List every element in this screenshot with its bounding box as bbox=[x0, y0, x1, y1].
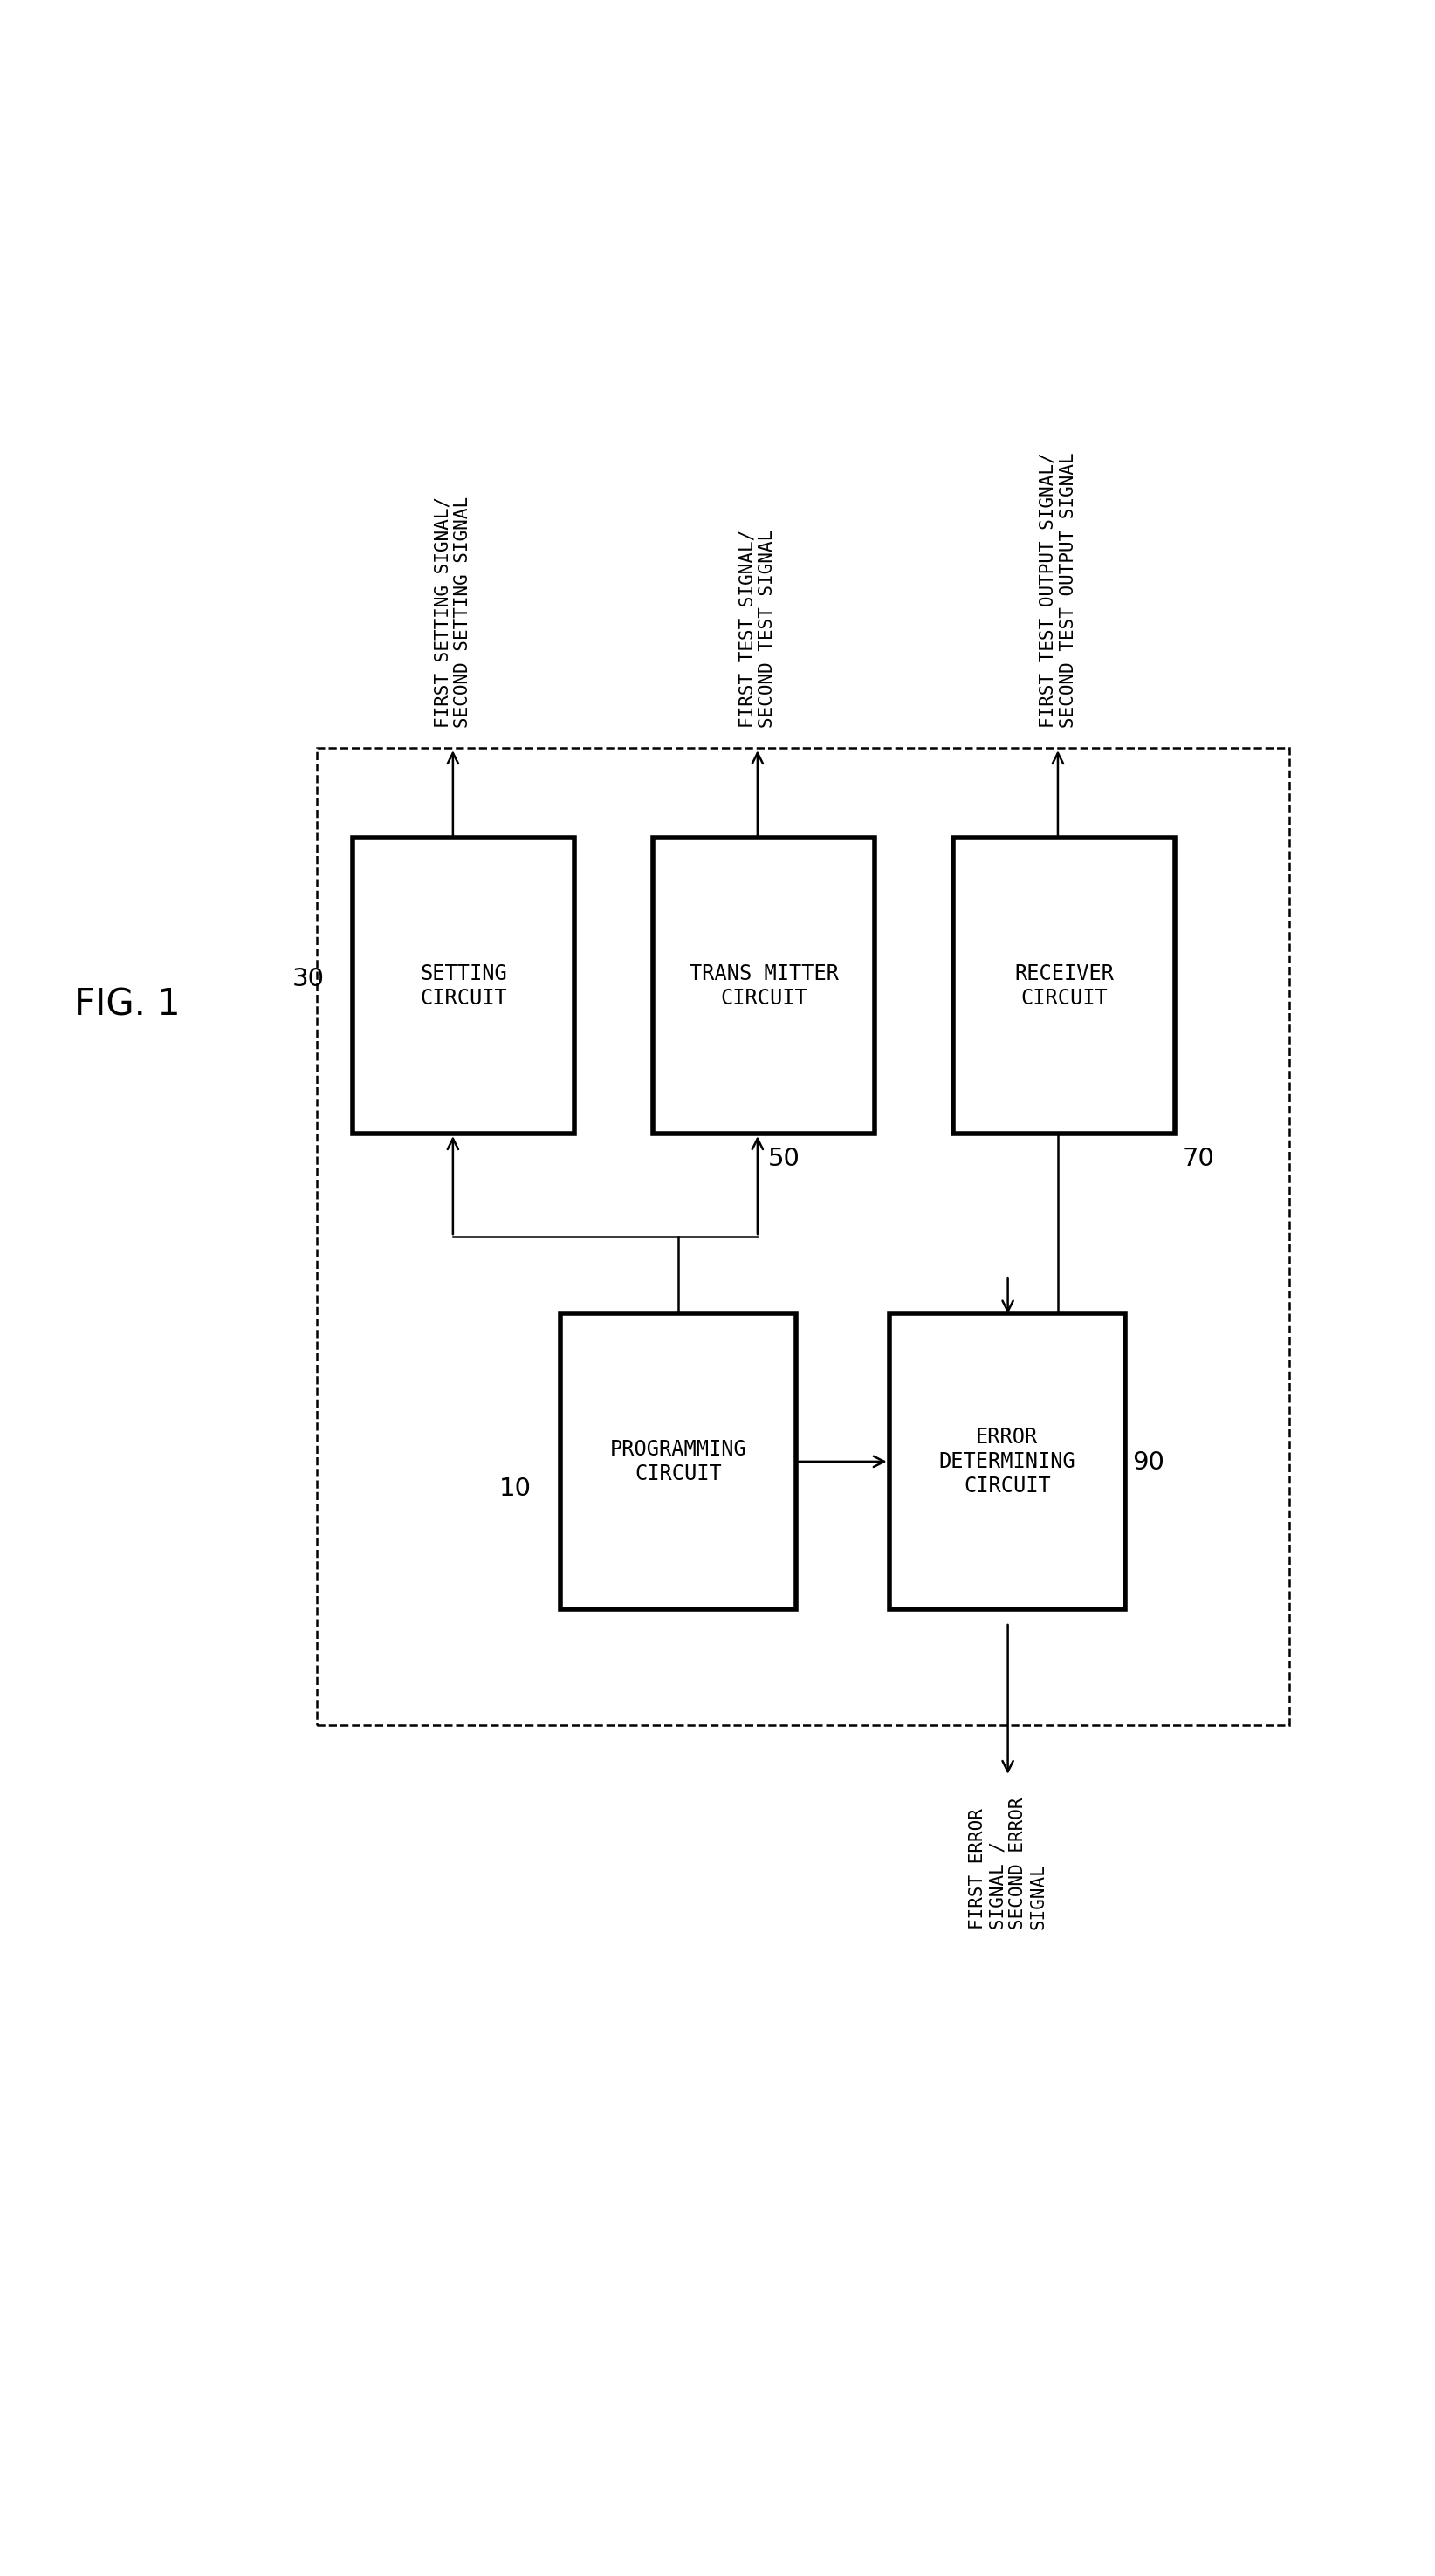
Bar bbox=[560, 1314, 796, 1610]
Text: TRANS MITTER
CIRCUIT: TRANS MITTER CIRCUIT bbox=[689, 963, 838, 1007]
Text: FIRST ERROR
SIGNAL /
SECOND ERROR
SIGNAL: FIRST ERROR SIGNAL / SECOND ERROR SIGNAL bbox=[969, 1798, 1048, 1929]
Text: FIRST TEST SIGNAL/
SECOND TEST SIGNAL: FIRST TEST SIGNAL/ SECOND TEST SIGNAL bbox=[739, 528, 776, 726]
Bar bbox=[890, 1314, 1125, 1610]
Text: SETTING
CIRCUIT: SETTING CIRCUIT bbox=[420, 963, 507, 1007]
Text: 70: 70 bbox=[1182, 1146, 1214, 1172]
Text: FIRST SETTING SIGNAL/
SECOND SETTING SIGNAL: FIRST SETTING SIGNAL/ SECOND SETTING SIG… bbox=[433, 497, 472, 726]
Text: 10: 10 bbox=[499, 1476, 531, 1502]
Text: ERROR
DETERMINING
CIRCUIT: ERROR DETERMINING CIRCUIT bbox=[938, 1427, 1075, 1497]
Text: 30: 30 bbox=[291, 966, 324, 992]
Bar bbox=[653, 837, 875, 1133]
Bar bbox=[317, 747, 1290, 1726]
Bar bbox=[353, 837, 574, 1133]
Text: FIRST TEST OUTPUT SIGNAL/
SECOND TEST OUTPUT SIGNAL: FIRST TEST OUTPUT SIGNAL/ SECOND TEST OU… bbox=[1039, 451, 1076, 726]
Text: 90: 90 bbox=[1132, 1450, 1164, 1476]
Text: 50: 50 bbox=[768, 1146, 799, 1172]
Text: FIG. 1: FIG. 1 bbox=[75, 987, 181, 1023]
Text: PROGRAMMING
CIRCUIT: PROGRAMMING CIRCUIT bbox=[610, 1440, 746, 1484]
Bar bbox=[953, 837, 1175, 1133]
Text: RECEIVER
CIRCUIT: RECEIVER CIRCUIT bbox=[1015, 963, 1114, 1007]
